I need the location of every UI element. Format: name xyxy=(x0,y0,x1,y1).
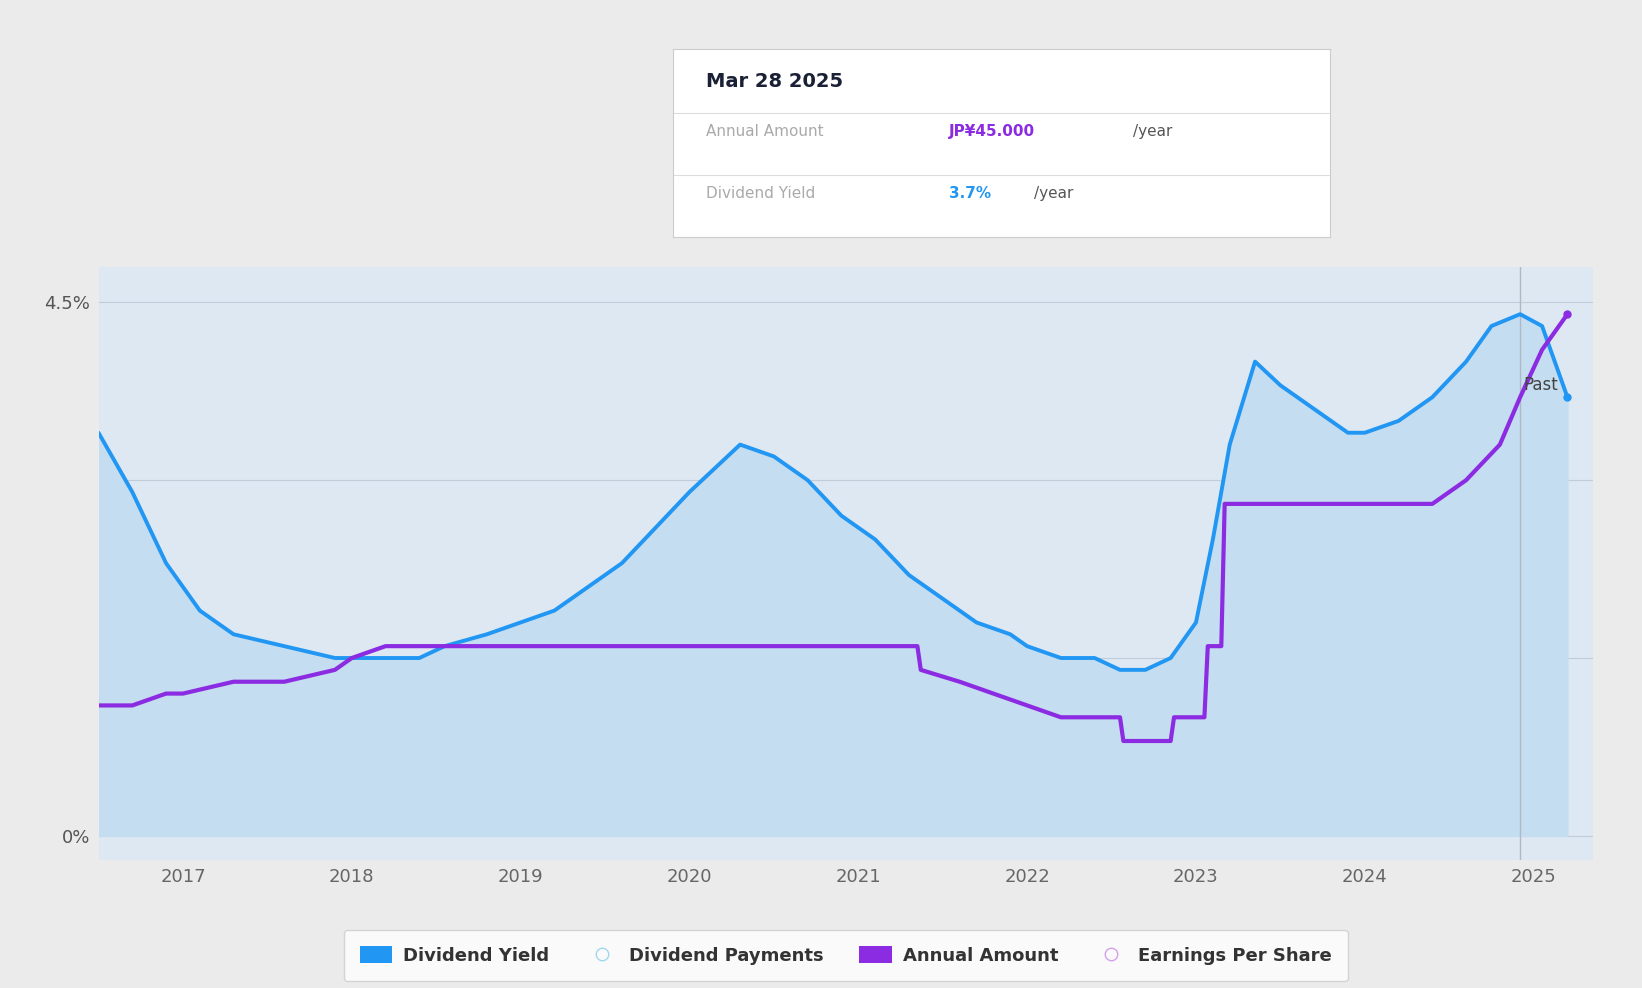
Text: Mar 28 2025: Mar 28 2025 xyxy=(706,72,844,91)
Legend: Dividend Yield, Dividend Payments, Annual Amount, Earnings Per Share: Dividend Yield, Dividend Payments, Annua… xyxy=(343,930,1348,981)
Text: /year: /year xyxy=(1034,187,1074,202)
Text: /year: /year xyxy=(1133,124,1172,139)
Text: Annual Amount: Annual Amount xyxy=(706,124,824,139)
Text: Past: Past xyxy=(1524,376,1558,394)
Text: 3.7%: 3.7% xyxy=(949,187,992,202)
Text: Dividend Yield: Dividend Yield xyxy=(706,187,816,202)
Text: JP¥45.000: JP¥45.000 xyxy=(949,124,1034,139)
